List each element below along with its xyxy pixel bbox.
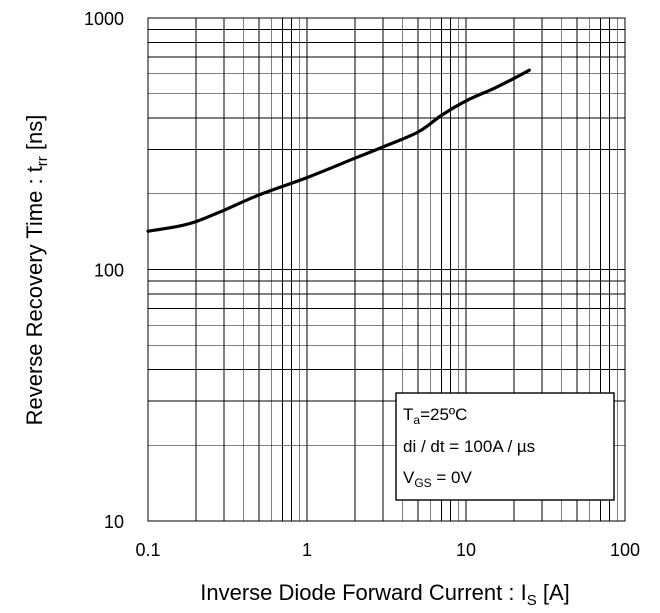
series-line (146, 68, 531, 233)
x-tick-labels: 0.1 1 10 100 (135, 540, 640, 560)
x-axis-title: Inverse Diode Forward Current : IS [A] (200, 580, 570, 609)
y-axis-title: Reverse Recovery Time : trr [ns] (22, 115, 51, 426)
y-tick-label: 10 (104, 512, 124, 532)
legend-box (395, 392, 615, 501)
x-tick-label: 100 (610, 540, 640, 560)
legend: Ta=25ºC di / dt = 100A / µs VGS = 0V (395, 392, 615, 501)
legend-line-3: VGS = 0V (403, 468, 473, 490)
plot-frame (147, 17, 626, 522)
legend-line-2: di / dt = 100A / µs (403, 437, 535, 456)
legend-line-1: Ta=25ºC (403, 405, 467, 427)
y-tick-label: 1000 (84, 9, 124, 29)
x-tick-label: 10 (456, 540, 476, 560)
y-tick-label: 100 (94, 261, 124, 281)
y-tick-labels: 1000 100 10 (84, 9, 124, 532)
x-tick-label: 0.1 (135, 540, 160, 560)
x-tick-label: 1 (302, 540, 312, 560)
